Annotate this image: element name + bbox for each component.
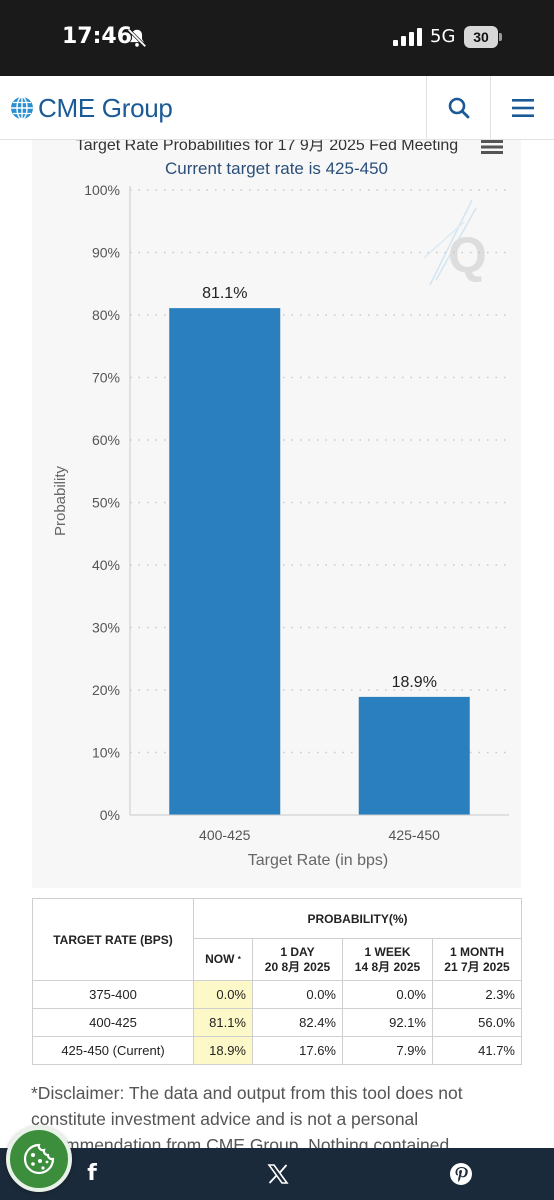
y-tick-label: 40% — [92, 557, 120, 573]
share-bar: f — [0, 1148, 554, 1200]
data-label: 18.9% — [392, 674, 437, 691]
probability-table: TARGET RATE (BPS) PROBABILITY(%) NOW * 1… — [32, 898, 522, 1065]
chart-panel: Q 0% 10% 20% 30% 40% 50% 60% 70% 80% 90% 100% 81.1%… — [32, 140, 521, 888]
bar-400-425[interactable] — [169, 308, 281, 815]
table-row: 375-400 0.0% 0.0% 0.0% 2.3% — [32, 980, 522, 1009]
y-tick-label: 60% — [92, 432, 120, 448]
battery-icon: 30 — [464, 26, 502, 48]
quikstrike-watermark: Q — [423, 199, 487, 286]
header-1week: 1 WEEK 14 8月 2025 — [342, 938, 433, 981]
logo-text: CME Group — [38, 92, 173, 123]
header-probability: PROBABILITY(%) — [193, 898, 522, 939]
header-now: NOW * — [193, 938, 253, 981]
y-axis-label: Probability — [52, 465, 69, 536]
header-target-rate: TARGET RATE (BPS) — [32, 898, 194, 981]
watermark-letter: Q — [448, 227, 487, 283]
y-tick-label: 100% — [84, 182, 120, 198]
header-1day: 1 DAY 20 8月 2025 — [252, 938, 343, 981]
cme-logo[interactable]: CME Group — [10, 92, 173, 124]
y-tick-label: 90% — [92, 245, 120, 261]
chart-subtitle: Current target rate is 425-450 — [164, 159, 388, 178]
signal-icon — [393, 28, 422, 46]
table-row: 400-425 81.1% 82.4% 92.1% 56.0% — [32, 1008, 522, 1037]
chart-menu-icon[interactable] — [481, 140, 503, 154]
status-bar: 17:46 5G 30 — [0, 0, 554, 76]
x-tick-label: 425-450 — [389, 827, 441, 843]
cookie-icon — [23, 1143, 55, 1175]
data-label: 81.1% — [202, 285, 247, 302]
battery-level: 30 — [464, 26, 498, 48]
cookie-settings-button[interactable] — [6, 1126, 72, 1192]
x-tick-label: 400-425 — [199, 827, 251, 843]
facebook-icon[interactable]: f — [87, 1161, 97, 1186]
network-label: 5G — [430, 26, 456, 47]
y-tick-label: 20% — [92, 682, 120, 698]
search-icon — [448, 97, 469, 119]
globe-icon — [11, 96, 33, 120]
table-row: 425-450 (Current) 18.9% 17.6% 7.9% 41.7% — [32, 1036, 522, 1065]
y-tick-label: 80% — [92, 307, 120, 323]
status-time: 17:46 — [62, 24, 133, 49]
bell-muted-icon — [127, 28, 147, 48]
header-1month: 1 MONTH 21 7月 2025 — [432, 938, 522, 981]
y-tick-label: 50% — [92, 495, 120, 511]
chart-title: Target Rate Probabilities for 17 9月 2025… — [75, 140, 459, 154]
pinterest-icon[interactable] — [449, 1162, 473, 1186]
hamburger-icon — [511, 99, 534, 117]
menu-button[interactable] — [490, 76, 554, 140]
x-twitter-icon[interactable] — [266, 1162, 290, 1186]
y-tick-label: 30% — [92, 620, 120, 636]
y-tick-label: 10% — [92, 745, 120, 761]
search-button[interactable] — [426, 76, 490, 140]
y-tick-label: 70% — [92, 370, 120, 386]
bar-chart: Q 0% 10% 20% 30% 40% 50% 60% 70% 80% 90% 100% 81.1%… — [52, 182, 509, 869]
disclaimer-text: *Disclaimer: The data and output from th… — [31, 1083, 463, 1155]
x-axis-label: Target Rate (in bps) — [248, 852, 389, 869]
y-tick-label: 0% — [100, 807, 120, 823]
bar-425-450[interactable] — [358, 696, 470, 815]
site-header: CME Group — [0, 76, 554, 140]
